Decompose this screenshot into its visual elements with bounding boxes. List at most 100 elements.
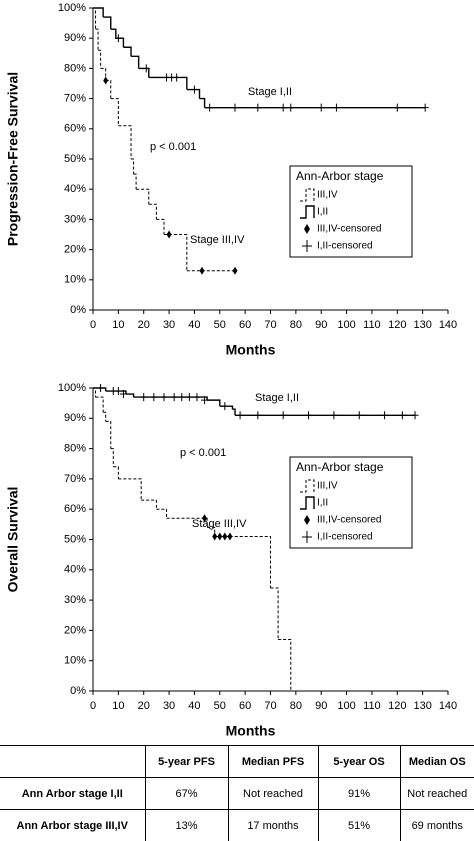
- censor-mark: [280, 411, 287, 419]
- step-segment: [136, 189, 149, 204]
- cell: 69 months: [400, 810, 474, 841]
- step-segment: [271, 588, 279, 640]
- x-tick-label: 40: [188, 700, 200, 712]
- cell: Ann Arbor stage III,IV: [0, 810, 145, 841]
- censor-mark: [237, 411, 244, 419]
- y-tick-label: 20%: [64, 244, 86, 256]
- step-segment: [131, 159, 134, 174]
- header-cell: 5-year OS: [318, 746, 400, 778]
- censor-mark: [191, 86, 198, 94]
- censor-mark: [318, 104, 325, 112]
- y-tick-label: 80%: [64, 443, 86, 455]
- step-segment: [123, 47, 131, 56]
- cell: 13%: [145, 810, 228, 841]
- legend-title: Ann-Arbor stage: [296, 460, 384, 474]
- legend-label: I,II: [317, 498, 328, 509]
- censor-mark: [217, 532, 222, 540]
- cell: 17 months: [228, 810, 318, 841]
- legend-label: I,II-censored: [317, 241, 373, 252]
- y-tick-label: 60%: [64, 123, 86, 135]
- censor-mark: [171, 393, 178, 401]
- x-tick-label: 10: [112, 319, 124, 331]
- y-tick-label: 100%: [58, 382, 86, 394]
- step-segment: [93, 8, 103, 17]
- x-tick-label: 130: [413, 319, 431, 331]
- censor-mark: [412, 411, 419, 419]
- x-tick-label: 20: [138, 700, 150, 712]
- legend-label: III,IV: [317, 190, 338, 201]
- header-cell: [0, 746, 145, 778]
- x-tick-label: 0: [90, 700, 96, 712]
- censor-mark: [280, 104, 287, 112]
- step-segment: [96, 29, 99, 50]
- step-segment: [126, 394, 134, 397]
- censor-mark: [254, 104, 261, 112]
- cell: Not reached: [400, 778, 474, 810]
- legend-label: III,IV-censored: [317, 515, 381, 526]
- legend-label: III,IV: [317, 481, 338, 492]
- step-segment: [96, 397, 104, 412]
- step-segment: [113, 467, 118, 479]
- x-tick-label: 90: [315, 319, 327, 331]
- step-segment: [179, 77, 187, 89]
- header-row: 5-year PFS Median PFS 5-year OS Median O…: [0, 746, 474, 778]
- x-tick-label: 100: [337, 319, 355, 331]
- legend-title: Ann-Arbor stage: [296, 169, 384, 183]
- y-tick-label: 0%: [70, 304, 86, 316]
- summary-table: 5-year PFS Median PFS 5-year OS Median O…: [0, 745, 474, 841]
- y-tick-label: 70%: [64, 473, 86, 485]
- x-tick-label: 40: [188, 319, 200, 331]
- step-segment: [134, 174, 137, 189]
- censor-mark: [330, 411, 337, 419]
- header-cell: Median OS: [400, 746, 474, 778]
- step-segment: [149, 204, 157, 219]
- censor-mark: [254, 411, 261, 419]
- x-axis-title: Months: [226, 342, 276, 358]
- x-tick-label: 80: [290, 319, 302, 331]
- step-segment: [156, 219, 164, 234]
- y-axis-title: Progression-Free Survival: [5, 72, 21, 246]
- x-tick-label: 50: [214, 319, 226, 331]
- x-tick-label: 120: [388, 700, 406, 712]
- annotation: Stage I,II: [255, 392, 299, 404]
- cell: 51%: [318, 810, 400, 841]
- censor-mark: [103, 76, 108, 84]
- header-cell: 5-year PFS: [145, 746, 228, 778]
- cell: Ann Arbor stage I,II: [0, 778, 145, 810]
- censor-mark: [221, 402, 228, 410]
- annotation: p < 0.001: [150, 141, 196, 153]
- x-tick-label: 70: [264, 700, 276, 712]
- censor-mark: [178, 393, 185, 401]
- step-segment: [187, 90, 200, 99]
- censor-mark: [287, 104, 294, 112]
- x-tick-label: 130: [413, 700, 431, 712]
- header-cell: Median PFS: [228, 746, 318, 778]
- censor-mark: [394, 104, 401, 112]
- step-segment: [200, 99, 205, 108]
- y-tick-label: 10%: [64, 274, 86, 286]
- y-tick-label: 30%: [64, 594, 86, 606]
- cell: 91%: [318, 778, 400, 810]
- censor-mark: [232, 104, 239, 112]
- annotation: Stage I,II: [248, 86, 292, 98]
- censor-mark: [97, 384, 104, 392]
- x-tick-label: 60: [239, 319, 251, 331]
- y-tick-label: 60%: [64, 503, 86, 515]
- y-tick-label: 0%: [70, 685, 86, 697]
- censor-mark: [356, 411, 363, 419]
- legend-label: I,II: [317, 207, 328, 218]
- y-tick-label: 70%: [64, 93, 86, 105]
- step-segment: [118, 479, 141, 500]
- step-segment: [278, 639, 291, 691]
- x-tick-label: 110: [363, 319, 381, 331]
- annotation: Stage III,IV: [192, 518, 247, 530]
- censor-mark: [173, 73, 180, 81]
- censor-mark: [227, 532, 232, 540]
- x-tick-label: 140: [439, 319, 457, 331]
- censor-mark: [305, 411, 312, 419]
- x-tick-label: 30: [163, 319, 175, 331]
- legend-label: III,IV-censored: [317, 224, 381, 235]
- y-tick-label: 20%: [64, 624, 86, 636]
